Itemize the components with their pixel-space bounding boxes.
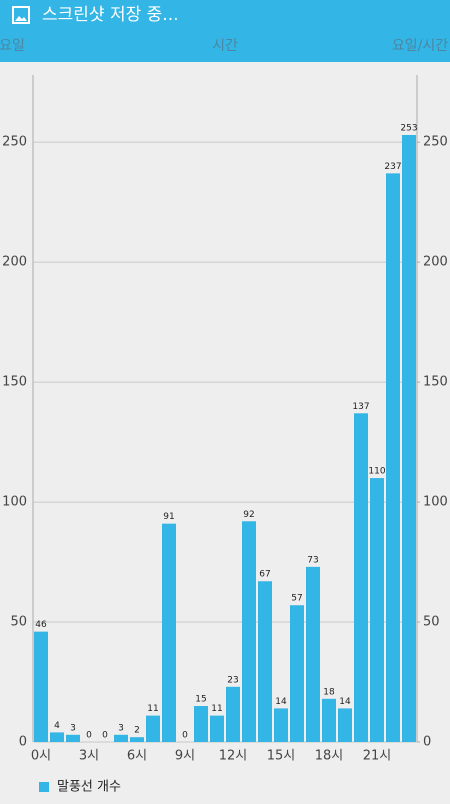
y-tick-label: 250: [2, 135, 27, 150]
x-tick-label: 0시: [31, 749, 51, 764]
bar: [146, 715, 160, 742]
bar: [258, 581, 272, 742]
bar: [322, 698, 336, 742]
y-tick-label: 100: [2, 495, 27, 510]
bar: [226, 686, 240, 742]
bar: [66, 734, 80, 742]
y2-tick-label: 150: [423, 375, 448, 390]
x-tick-label: 9시: [175, 749, 195, 764]
app-bar: [0, 0, 450, 62]
value-label: 92: [243, 510, 254, 520]
value-label: 23: [227, 675, 238, 685]
bar: [386, 173, 400, 743]
bar: [370, 478, 384, 742]
legend-label: 말풍선 개수: [57, 780, 121, 795]
value-label: 253: [400, 123, 417, 133]
value-label: 110: [368, 467, 385, 477]
bar: [34, 631, 48, 742]
value-label: 46: [35, 620, 47, 630]
value-label: 3: [70, 723, 76, 733]
bar: [306, 566, 320, 742]
bar: [194, 706, 208, 742]
bar: [162, 523, 176, 742]
x-tick-label: 21시: [363, 749, 392, 764]
legend-swatch: [39, 782, 49, 792]
value-label: 11: [211, 704, 222, 714]
value-label: 57: [291, 594, 302, 604]
x-tick-label: 15시: [267, 749, 296, 764]
value-label: 137: [352, 402, 369, 412]
y2-tick-label: 200: [423, 255, 448, 270]
bar: [338, 708, 352, 742]
value-label: 0: [102, 731, 108, 741]
y-tick-label: 200: [2, 255, 27, 270]
bar: [130, 737, 144, 742]
bar: [50, 732, 64, 742]
value-label: 4: [54, 721, 60, 731]
x-tick-label: 12시: [219, 749, 248, 764]
y2-tick-label: 0: [423, 735, 431, 750]
value-label: 0: [182, 731, 188, 741]
bar: [274, 708, 288, 742]
value-label: 0: [86, 731, 92, 741]
value-label: 14: [275, 697, 287, 707]
bar: [290, 605, 304, 742]
image-icon: [12, 6, 30, 24]
y2-tick-label: 50: [423, 615, 440, 630]
x-tick-label: 6시: [127, 749, 147, 764]
y2-tick-label: 250: [423, 135, 448, 150]
value-label: 11: [147, 704, 158, 714]
y-tick-label: 50: [10, 615, 27, 630]
y-tick-label: 0: [19, 735, 27, 750]
y2-tick-label: 100: [423, 495, 448, 510]
tab[interactable]: 요일/시간: [392, 38, 448, 54]
bar: [354, 413, 368, 742]
x-tick-label: 3시: [79, 749, 99, 764]
bar: [402, 134, 416, 743]
tab[interactable]: 요일: [0, 38, 25, 54]
value-label: 67: [259, 570, 270, 580]
tab[interactable]: 시간: [212, 38, 238, 54]
value-label: 15: [195, 695, 206, 705]
value-label: 14: [339, 697, 351, 707]
bar: [210, 715, 224, 742]
value-label: 73: [307, 555, 318, 565]
value-label: 91: [163, 512, 174, 522]
bar: [114, 734, 128, 742]
image-icon-glyph: [15, 16, 27, 21]
status-title: 스크린샷 저장 중...: [42, 5, 179, 25]
y-tick-label: 150: [2, 375, 27, 390]
value-label: 2: [134, 726, 140, 736]
bar: [242, 521, 256, 742]
value-label: 18: [323, 687, 335, 697]
value-label: 237: [384, 162, 401, 172]
value-label: 3: [118, 723, 124, 733]
x-tick-label: 18시: [315, 749, 344, 764]
